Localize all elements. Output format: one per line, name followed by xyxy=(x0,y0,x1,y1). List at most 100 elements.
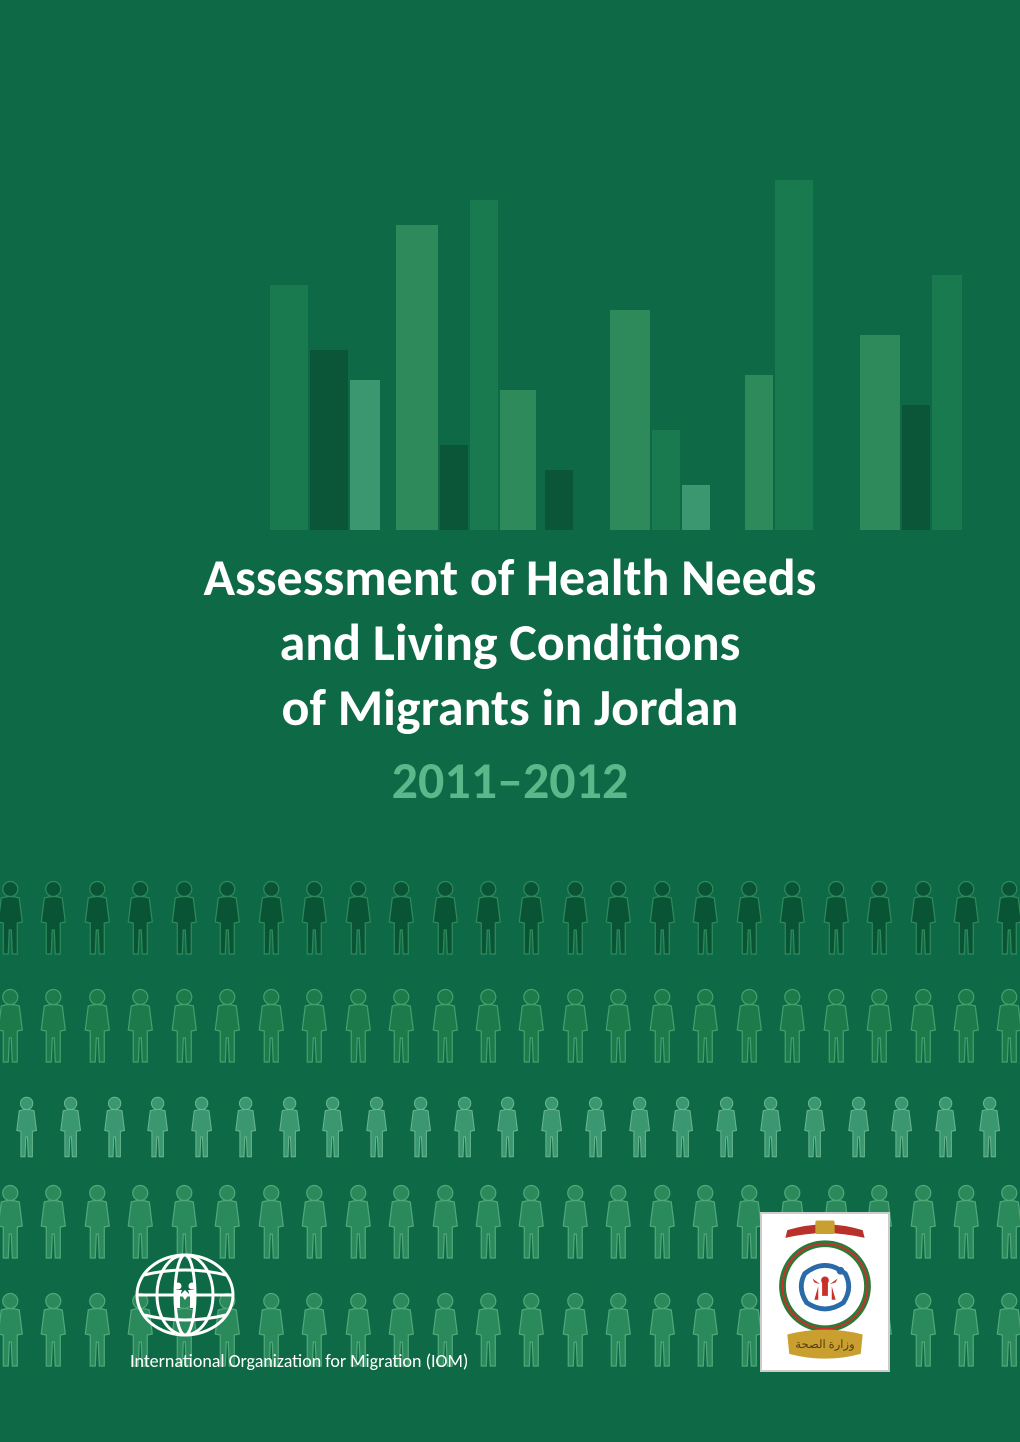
person-icon xyxy=(946,1184,987,1267)
chart-bar xyxy=(470,200,498,530)
person-icon xyxy=(989,1292,1020,1375)
chart-bar xyxy=(902,405,930,530)
person-icon xyxy=(623,1096,656,1165)
moh-emblem: وزارة الصحة xyxy=(760,1212,890,1372)
person-icon xyxy=(77,1292,118,1375)
person-icon xyxy=(946,1292,987,1375)
person-icon xyxy=(859,988,900,1071)
person-icon xyxy=(772,880,813,963)
person-icon xyxy=(710,1096,743,1165)
person-icon xyxy=(754,1096,787,1165)
person-icon xyxy=(54,1096,87,1165)
person-icon xyxy=(185,1096,218,1165)
person-icon xyxy=(207,880,248,963)
person-icon xyxy=(555,880,596,963)
person-icon xyxy=(491,1096,524,1165)
person-icon xyxy=(798,1096,831,1165)
person-icon xyxy=(685,988,726,1071)
report-cover: Assessment of Health Needs and Living Co… xyxy=(0,0,1020,1442)
person-icon xyxy=(555,988,596,1071)
person-icon xyxy=(511,880,552,963)
person-icon xyxy=(381,988,422,1071)
person-icon xyxy=(885,1096,918,1165)
person-icon xyxy=(338,988,379,1071)
person-icon xyxy=(685,880,726,963)
person-icon xyxy=(120,988,161,1071)
person-icon xyxy=(77,988,118,1071)
person-icon xyxy=(929,1096,962,1165)
person-icon xyxy=(859,880,900,963)
person-icon xyxy=(229,1096,262,1165)
title-block: Assessment of Health Needs and Living Co… xyxy=(0,545,1020,813)
chart-bar xyxy=(545,470,573,530)
person-icon xyxy=(294,880,335,963)
person-icon xyxy=(946,988,987,1071)
person-icon xyxy=(729,988,770,1071)
person-icon xyxy=(77,1184,118,1267)
person-icon xyxy=(598,880,639,963)
person-icon xyxy=(33,880,74,963)
person-icon xyxy=(0,988,31,1071)
person-icon xyxy=(0,1184,31,1267)
iom-logo-block: International Organization for Migration… xyxy=(130,1250,468,1372)
person-icon xyxy=(666,1096,699,1165)
chart-bar xyxy=(860,335,900,530)
title-line-1: Assessment of Health Needs xyxy=(0,545,1020,610)
decorative-bar-chart xyxy=(0,180,1020,530)
person-icon xyxy=(903,988,944,1071)
logos-row: International Organization for Migration… xyxy=(130,1212,890,1372)
person-icon xyxy=(511,988,552,1071)
chart-bar xyxy=(652,430,680,530)
person-icon xyxy=(973,1096,1006,1165)
person-icon xyxy=(729,880,770,963)
person-icon xyxy=(33,1292,74,1375)
person-icon xyxy=(207,988,248,1071)
person-icon xyxy=(816,988,857,1071)
chart-bar xyxy=(440,445,468,530)
svg-text:وزارة الصحة: وزارة الصحة xyxy=(795,1338,854,1351)
person-icon xyxy=(425,988,466,1071)
people-row xyxy=(0,988,1020,1071)
person-icon xyxy=(989,1184,1020,1267)
people-row xyxy=(10,1096,1020,1165)
chart-bar xyxy=(610,310,650,530)
iom-label: International Organization for Migration… xyxy=(130,1350,468,1372)
people-row xyxy=(0,880,1020,963)
iom-globe-icon xyxy=(130,1250,240,1340)
person-icon xyxy=(448,1096,481,1165)
person-icon xyxy=(381,880,422,963)
person-icon xyxy=(316,1096,349,1165)
person-icon xyxy=(989,880,1020,963)
person-icon xyxy=(989,988,1020,1071)
person-icon xyxy=(903,1292,944,1375)
person-icon xyxy=(120,880,161,963)
person-icon xyxy=(33,988,74,1071)
person-icon xyxy=(1017,1096,1020,1165)
person-icon xyxy=(77,880,118,963)
person-icon xyxy=(535,1096,568,1165)
person-icon xyxy=(642,880,683,963)
chart-bar xyxy=(745,375,773,530)
chart-bar xyxy=(350,380,380,530)
chart-bar xyxy=(500,390,536,530)
title-line-3: of Migrants in Jordan xyxy=(0,675,1020,740)
person-icon xyxy=(360,1096,393,1165)
person-icon xyxy=(903,1184,944,1267)
chart-bar xyxy=(932,275,962,530)
person-icon xyxy=(141,1096,174,1165)
person-icon xyxy=(642,988,683,1071)
person-icon xyxy=(772,988,813,1071)
person-icon xyxy=(251,988,292,1071)
chart-bar xyxy=(775,180,813,530)
person-icon xyxy=(816,880,857,963)
person-icon xyxy=(251,880,292,963)
person-icon xyxy=(338,880,379,963)
person-icon xyxy=(425,880,466,963)
person-icon xyxy=(164,988,205,1071)
chart-bar xyxy=(270,285,308,530)
person-icon xyxy=(579,1096,612,1165)
person-icon xyxy=(468,988,509,1071)
person-icon xyxy=(946,880,987,963)
chart-bar xyxy=(682,485,710,530)
person-icon xyxy=(33,1184,74,1267)
